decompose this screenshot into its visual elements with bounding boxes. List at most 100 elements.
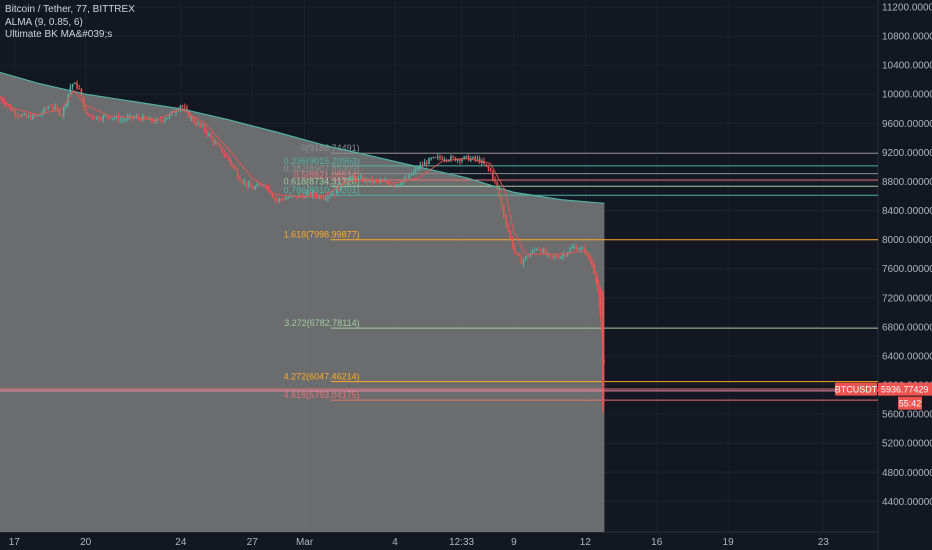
candle-body	[496, 181, 498, 188]
legend-alma[interactable]: ALMA (9, 0.85, 6)	[5, 16, 83, 28]
candle-body	[459, 159, 461, 162]
candle-body	[599, 289, 602, 316]
candle-body	[166, 117, 168, 120]
candle-body	[239, 177, 241, 181]
candle-body	[258, 183, 261, 185]
candle-body	[289, 195, 292, 198]
candle-body	[538, 249, 540, 251]
candle-body	[434, 157, 437, 159]
time-tick-label: 17	[9, 537, 21, 548]
candle-body	[355, 177, 358, 181]
candle-body	[432, 157, 435, 159]
price-tick-label: 11200.00000	[882, 3, 932, 14]
candle-body	[225, 155, 228, 157]
candle-body	[531, 250, 534, 254]
candle-body	[564, 254, 567, 256]
chart-legend: Bitcoin / Tether, 77, BITTREX ALMA (9, 0…	[5, 4, 135, 42]
candle-body	[102, 115, 105, 120]
candle-body	[256, 183, 259, 187]
price-tick-label: 5600.00000	[882, 410, 932, 421]
candle-body	[516, 251, 518, 254]
time-tick-label: 20	[80, 537, 92, 548]
candle-body	[465, 155, 468, 157]
candle-body	[201, 125, 204, 127]
candle-body	[43, 108, 45, 114]
candle-body	[190, 117, 193, 119]
candle-body	[505, 216, 507, 226]
candle-body	[311, 192, 314, 197]
candle-body	[437, 156, 439, 158]
candle-body	[560, 256, 562, 259]
candle-body	[540, 249, 542, 253]
candle-body	[232, 164, 234, 167]
candle-body	[529, 253, 531, 257]
symbol-tag	[835, 382, 877, 396]
candle-body	[511, 237, 514, 248]
candle-body	[247, 183, 250, 186]
candle-body	[56, 106, 58, 110]
candle-body	[430, 158, 432, 160]
legend-ma[interactable]: Ultimate BK MA&#039;s	[5, 29, 113, 40]
candle-body	[287, 197, 289, 199]
symbol-tag-text: BTCUSDT	[835, 385, 878, 395]
price-axis[interactable]: 11200.00000 10800.00000 10400.00000 10000.0…	[882, 3, 932, 508]
fib-label-4.272: 4.272(6047.46214)	[284, 372, 360, 382]
time-tick-label: 16	[651, 537, 663, 548]
price-tick-label: 6400.00000	[882, 351, 932, 362]
fib-label-1.618: 1.618(7998.99877)	[284, 230, 360, 240]
candle-body	[111, 117, 113, 119]
candle-body	[472, 156, 474, 159]
candle-body	[410, 174, 413, 176]
candle-body	[65, 103, 67, 108]
price-tick-label: 6800.00000	[882, 322, 932, 333]
candle-body	[349, 177, 351, 180]
candle-body	[393, 185, 395, 187]
candle-body	[23, 114, 25, 116]
legend-symbol[interactable]: Bitcoin / Tether, 77, BITTREX	[5, 4, 135, 15]
candle-body	[577, 249, 580, 251]
candle-body	[228, 156, 230, 160]
candle-body	[503, 205, 505, 217]
price-tick-label: 4400.00000	[882, 497, 932, 508]
candle-body	[210, 134, 212, 138]
candle-body	[485, 164, 487, 166]
candle-body	[27, 115, 30, 118]
candle-body	[525, 256, 527, 260]
candle-body	[14, 111, 17, 116]
candle-body	[192, 117, 195, 123]
candle-body	[571, 247, 573, 249]
candle-body	[276, 199, 278, 201]
ma-area	[0, 72, 605, 533]
candle-body	[558, 257, 560, 259]
fibonacci-levels[interactable]: 0(9188.74491) 0.236(9015.20963)0.382(8907…	[284, 143, 878, 401]
candle-body	[340, 183, 342, 191]
candle-body	[498, 187, 501, 198]
candle-body	[474, 156, 476, 160]
candle-body	[208, 134, 210, 136]
ma-shaded-area	[0, 72, 605, 533]
time-axis[interactable]: 17 20 24 27 Mar 4 12:33 9 12 16 19 23	[9, 537, 830, 548]
candle-body	[250, 183, 252, 188]
candle-body	[107, 115, 109, 117]
countdown-tag	[898, 396, 922, 410]
candle-body	[371, 178, 373, 183]
candle-body	[553, 256, 556, 258]
candle-body	[533, 249, 536, 251]
candle-body	[320, 195, 322, 199]
candle-body	[153, 121, 155, 123]
candle-body	[168, 114, 171, 118]
candle-body	[91, 115, 94, 118]
candle-body	[115, 116, 118, 118]
candle-body	[126, 117, 129, 120]
candle-body	[19, 115, 21, 117]
fib-label-3.272: 3.272(6782.78114)	[284, 318, 359, 328]
last-price-text: 5936.77429	[881, 385, 929, 395]
candle-body	[144, 116, 146, 119]
candle-body	[120, 119, 122, 121]
candle-body	[494, 179, 496, 182]
candle-body	[135, 116, 138, 118]
horizontal-price-lines[interactable]	[0, 388, 878, 392]
candle-body	[542, 249, 545, 253]
fib-label-0.382: 0.382(8907.85309)	[284, 164, 360, 174]
